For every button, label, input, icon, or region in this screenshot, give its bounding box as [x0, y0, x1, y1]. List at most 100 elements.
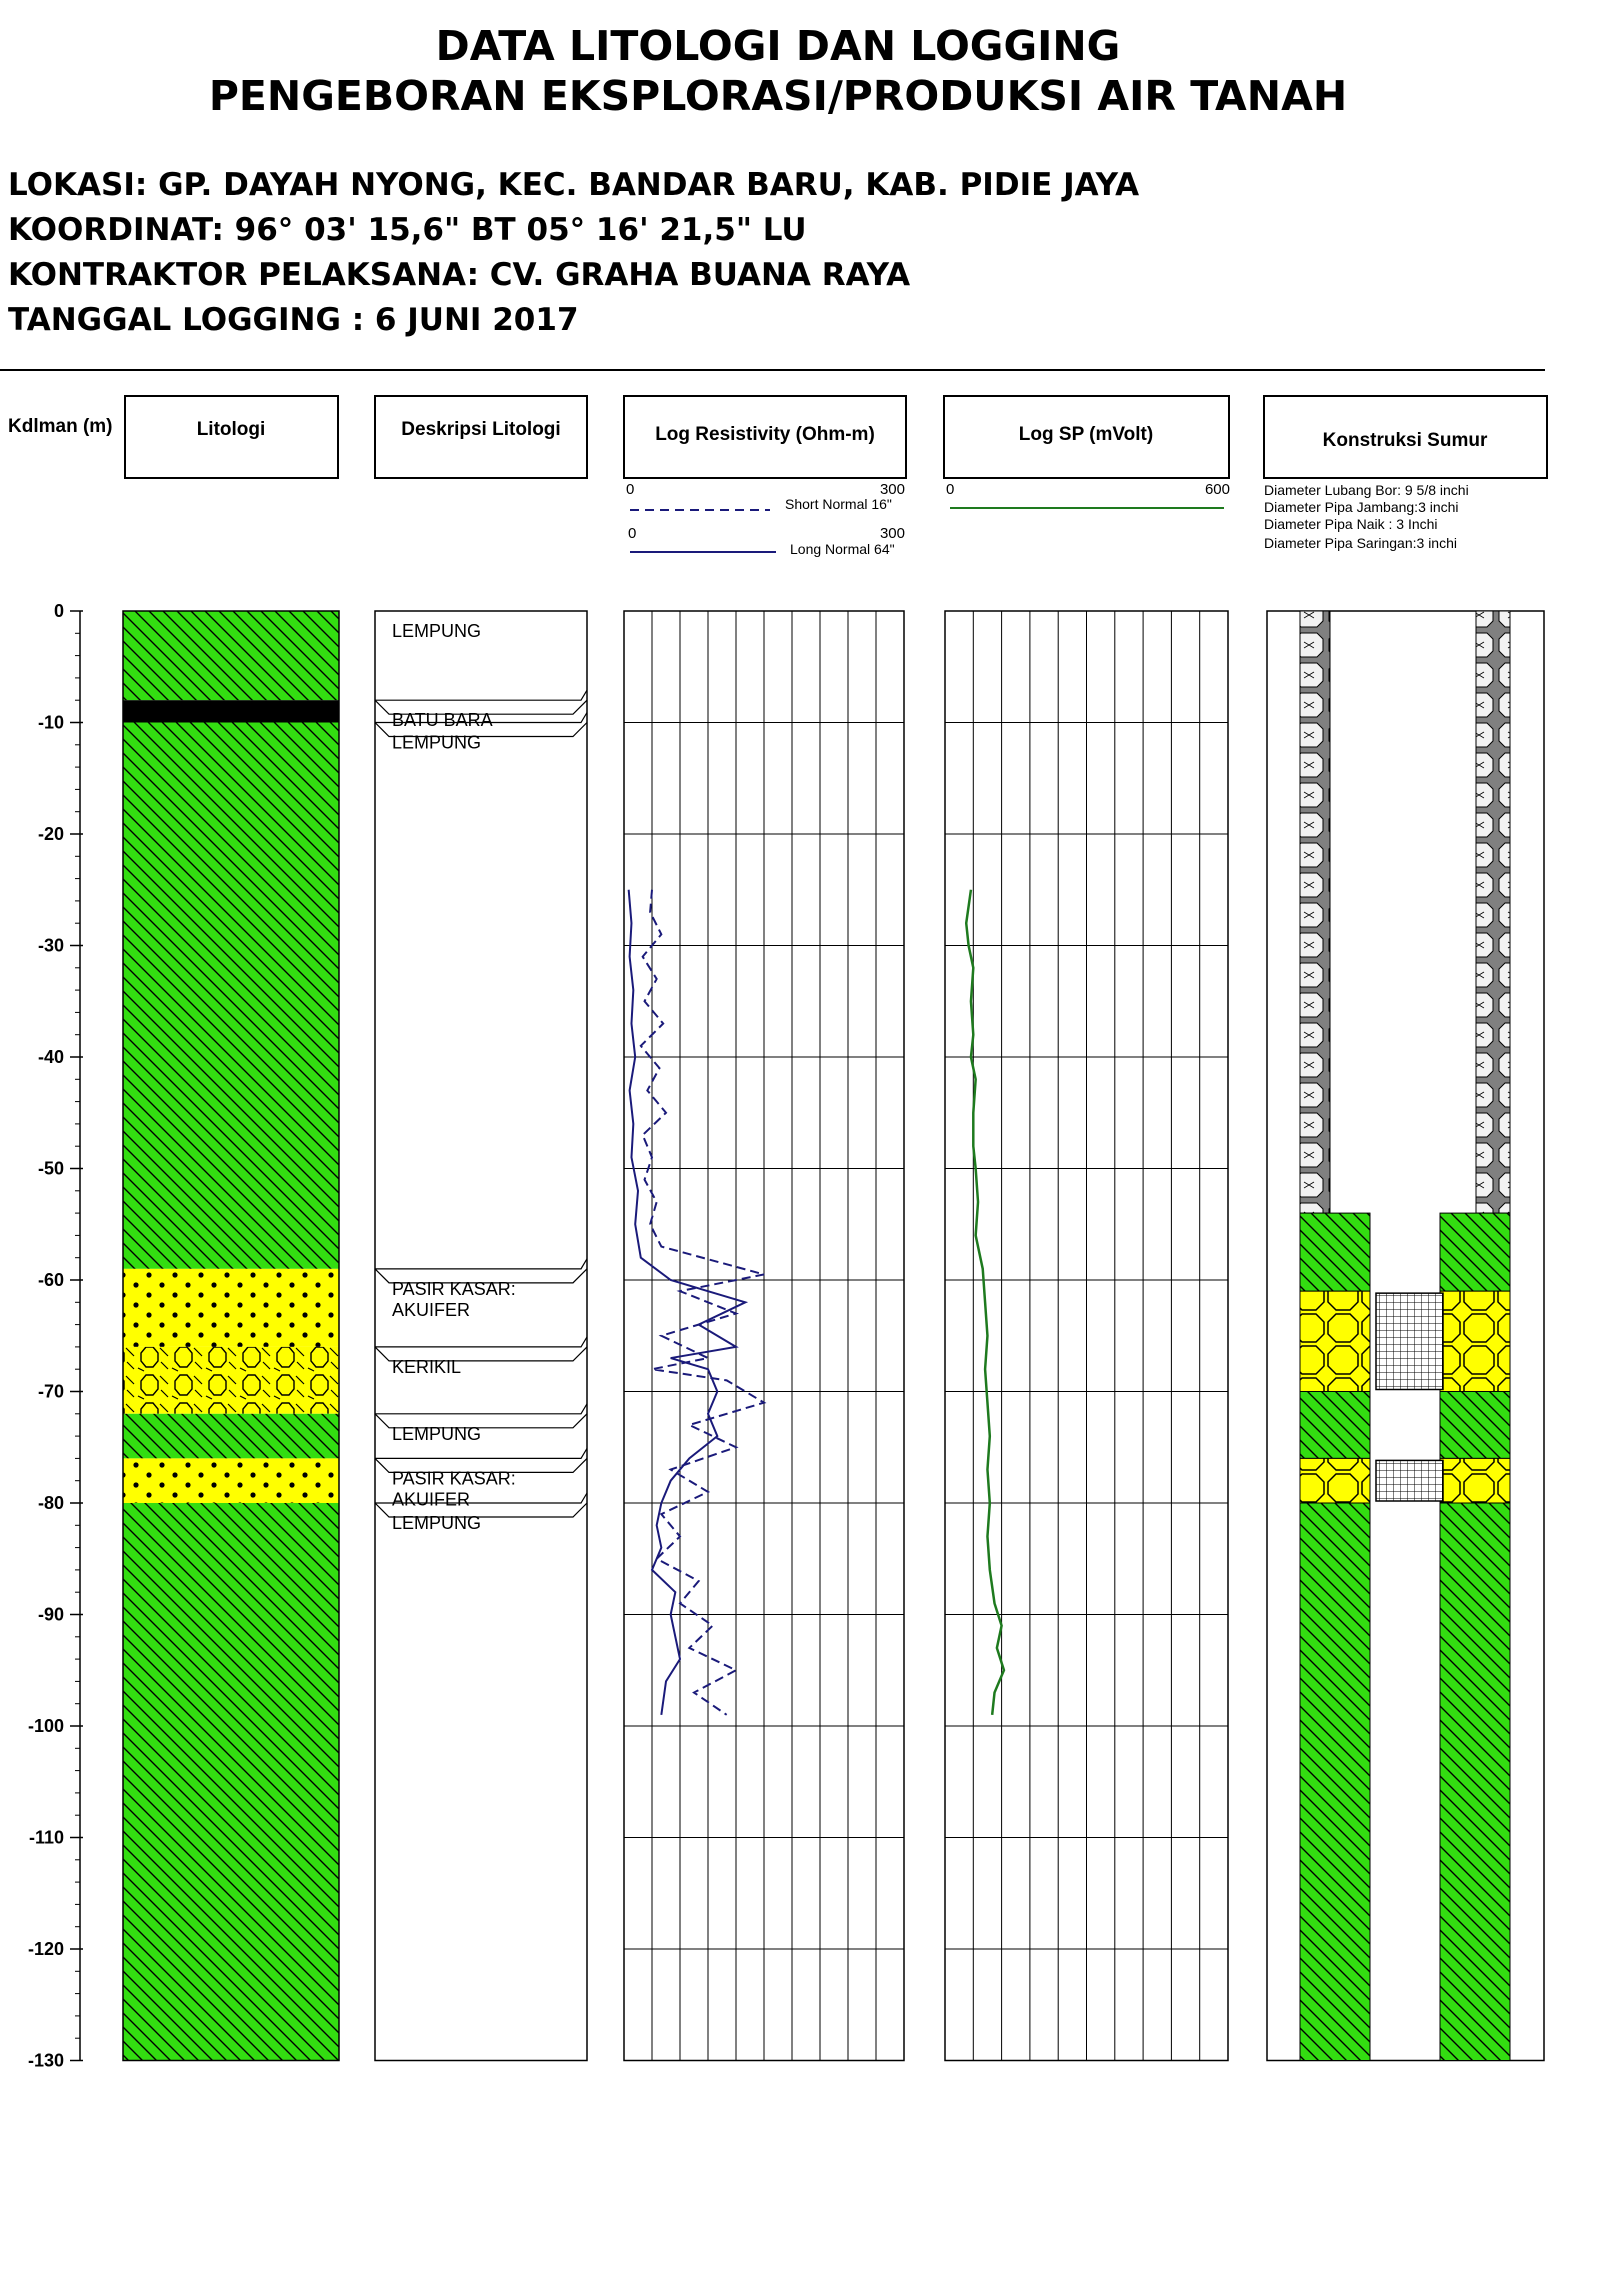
depth-tick-label: -90 [38, 1605, 64, 1625]
litologi-header-box [124, 395, 339, 479]
lithology-layer-lempung [123, 1413, 339, 1459]
description-label: LEMPUNG [392, 621, 481, 641]
sp-header: Log SP (mVolt) [1019, 424, 1153, 445]
lithology-layer-lempung [123, 611, 339, 701]
depth-tick-label: -30 [38, 936, 64, 956]
lithology-column-frame [122, 610, 340, 2062]
well-fill-left-lempung [1299, 1391, 1371, 1459]
resistivity-header-box [623, 395, 907, 479]
description-boundary-bevel [374, 1268, 588, 1284]
lithology-layer-lempung [123, 722, 339, 1269]
deskripsi-header-box [374, 395, 588, 479]
well-fill-left-kerikil [1299, 1457, 1371, 1504]
well-fill-right-lempung [1439, 1212, 1511, 1292]
sp-curve [964, 889, 1006, 1715]
description-label: LEMPUNG [392, 1513, 481, 1533]
long-normal-max: 300 [880, 525, 905, 542]
well-fill-right-lempung [1439, 1391, 1511, 1459]
lithology-column [122, 610, 340, 2062]
konstruksi-header: Konstruksi Sumur [1323, 430, 1488, 451]
description-boundary-bevel [374, 1413, 588, 1429]
well-screen [1375, 1292, 1444, 1391]
sp-max: 600 [1205, 481, 1230, 498]
title-line-1: DATA LITOLOGI DAN LOGGING [436, 22, 1121, 70]
resistivity-track [623, 610, 905, 2062]
diameter-naik-text: Diameter Pipa Naik : 3 Inchi [1264, 516, 1438, 532]
description-label: LEMPUNG [392, 1424, 481, 1444]
description-boundary [375, 1336, 588, 1348]
sp-track [944, 610, 1229, 2062]
coordinate-text: KOORDINAT: 96° 03' 15,6" BT 05° 16' 21,5… [8, 212, 807, 248]
description-label: LEMPUNG [392, 733, 481, 753]
description-boundary [375, 689, 588, 701]
description-boundary [375, 1403, 588, 1415]
short-normal-legend-label: Short Normal 16" [785, 496, 892, 512]
location-text: LOKASI: GP. DAYAH NYONG, KEC. BANDAR BAR… [8, 167, 1139, 203]
well-fill-right-kerikil [1439, 1457, 1511, 1504]
description-boundary-bevel [374, 722, 588, 738]
description-label: AKUIFER [392, 1489, 470, 1509]
long-normal-curve [627, 889, 749, 1715]
depth-tick-label: -110 [29, 1828, 64, 1848]
well-screen [1375, 1459, 1444, 1502]
description-boundary-bevel [374, 1502, 588, 1518]
description-column-frame [374, 610, 588, 2062]
depth-tick-label: 0 [54, 601, 64, 621]
title-line-2: PENGEBORAN EKSPLORASI/PRODUKSI AIR TANAH [209, 72, 1347, 120]
description-boundary-bevel [374, 1346, 588, 1362]
well-construction-column [1266, 610, 1545, 2062]
depth-tick-label: -50 [38, 1159, 64, 1179]
description-label: AKUIFER [392, 1300, 470, 1320]
casing-left [1299, 610, 1331, 1214]
depth-tick-label: -60 [38, 1270, 64, 1290]
lithology-layer-batubara [123, 700, 339, 723]
short-normal-min: 0 [626, 481, 634, 498]
well-fill-right-kerikil [1439, 1290, 1511, 1393]
description-boundary [375, 1258, 588, 1270]
description-boundary [375, 1448, 588, 1460]
sp-header-box [943, 395, 1230, 479]
description-label: BATU BARA [392, 710, 493, 730]
depth-tick-label: -40 [38, 1047, 64, 1067]
resistivity-header: Log Resistivity (Ohm-m) [655, 424, 875, 445]
diameter-bor-text: Diameter Lubang Bor: 9 5/8 inchi [1264, 482, 1469, 498]
depth-column-header: Kdlman (m) [8, 416, 113, 437]
depth-tick-label: -70 [38, 1382, 64, 1402]
description-boundary [375, 712, 588, 724]
depth-tick-label: -20 [38, 824, 64, 844]
description-boundary-bevel [374, 699, 588, 715]
well-fill-left-lempung [1299, 1502, 1371, 2061]
description-boundary-bevel [374, 1457, 588, 1474]
sp-min: 0 [946, 481, 954, 498]
long-normal-min: 0 [628, 525, 636, 542]
description-label: PASIR KASAR: [392, 1468, 516, 1488]
litologi-header: Litologi [197, 419, 266, 440]
long-normal-legend-label: Long Normal 64" [790, 541, 895, 557]
casing-right [1475, 610, 1511, 1214]
description-boundary [375, 1492, 588, 1504]
short-normal-curve [639, 889, 767, 1716]
lithology-layer-pasir [123, 1458, 339, 1503]
lithology-layer-lempung [123, 1503, 339, 2061]
depth-tick-label: -130 [28, 2051, 64, 2071]
depth-tick-label: -120 [28, 1939, 64, 1959]
diameter-saringan-text: Diameter Pipa Saringan:3 inchi [1264, 535, 1457, 551]
konstruksi-header-box [1263, 395, 1548, 479]
logging-date-text: TANGGAL LOGGING : 6 JUNI 2017 [8, 302, 579, 338]
depth-tick-label: -10 [38, 713, 64, 733]
description-label: KERIKIL [392, 1357, 461, 1377]
well-fill-left-kerikil [1299, 1290, 1371, 1393]
lithology-layer-pasir [123, 1268, 339, 1347]
description-label: PASIR KASAR: [392, 1279, 516, 1299]
depth-tick-label: -100 [28, 1716, 64, 1736]
contractor-text: KONTRAKTOR PELAKSANA: CV. GRAHA BUANA RA… [8, 257, 910, 293]
depth-tick-label: -80 [38, 1493, 64, 1513]
short-normal-max: 300 [880, 481, 905, 498]
well-fill-right-lempung [1439, 1502, 1511, 2061]
diameter-jambang-text: Diameter Pipa Jambang:3 inchi [1264, 499, 1459, 515]
deskripsi-header: Deskripsi Litologi [401, 419, 560, 440]
lithology-layer-kerikil [123, 1346, 339, 1414]
well-fill-left-lempung [1299, 1212, 1371, 1292]
